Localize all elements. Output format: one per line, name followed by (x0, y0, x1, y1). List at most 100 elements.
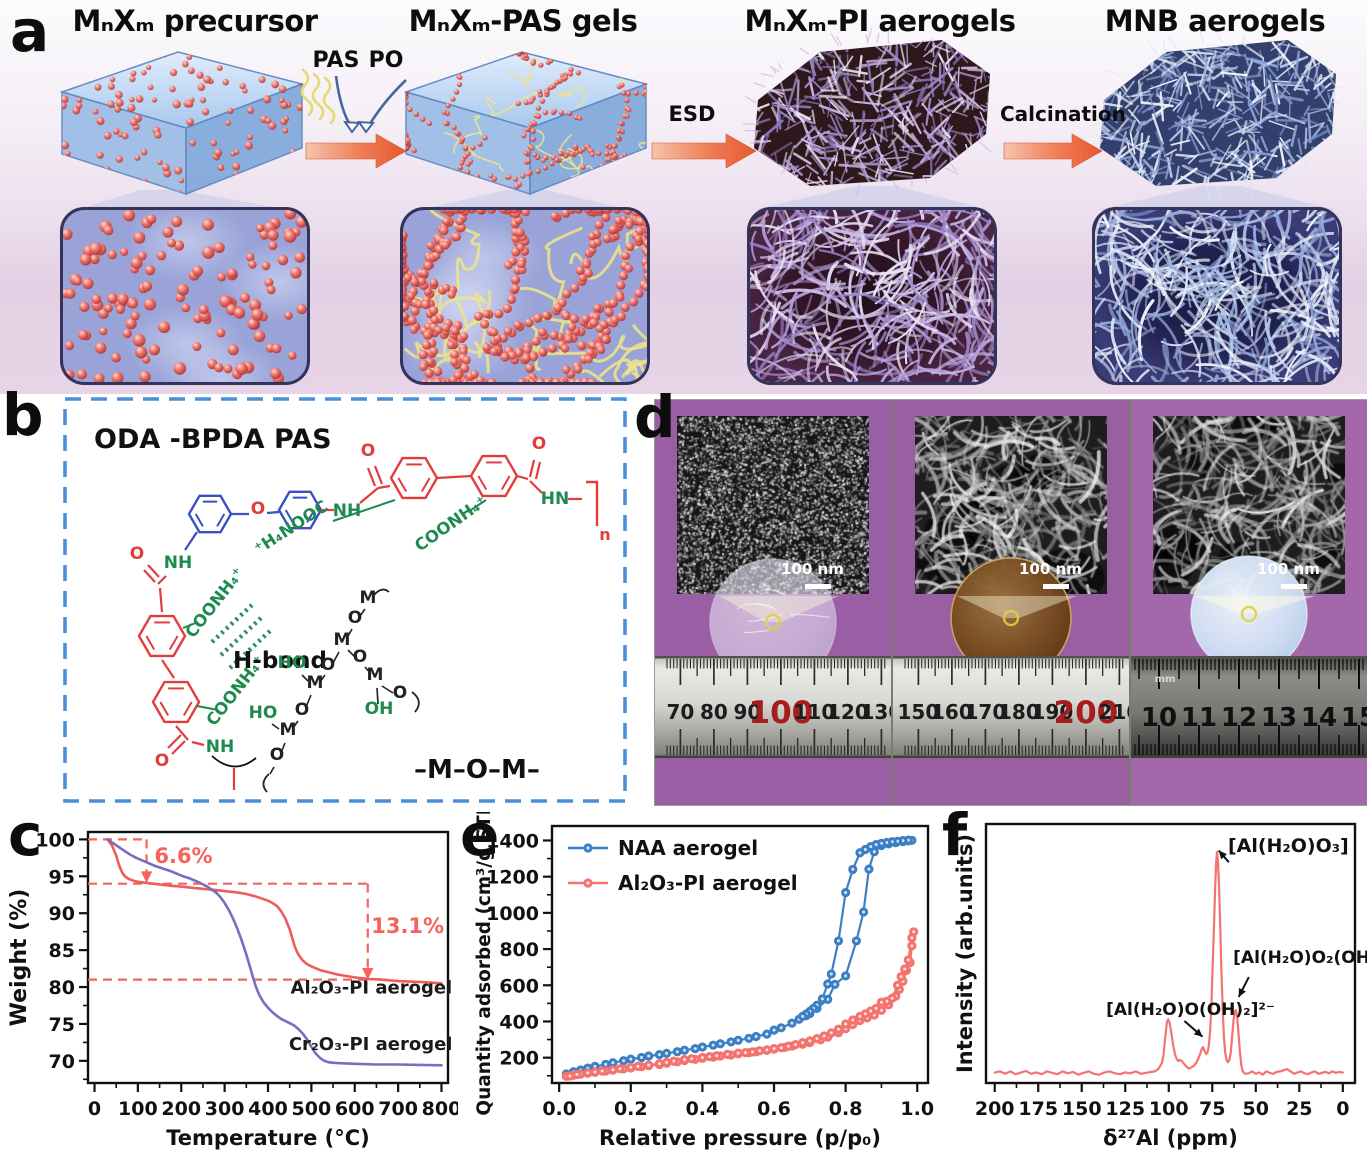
arrow-label-pas: PAS (312, 48, 360, 73)
fiber (1127, 109, 1142, 125)
aromatic-bond (145, 635, 156, 651)
bond (158, 587, 164, 613)
particle (462, 187, 468, 193)
fiber (876, 32, 880, 44)
fiber (1163, 64, 1176, 92)
particle (214, 362, 224, 373)
fiber (1298, 345, 1337, 361)
particle (264, 278, 274, 288)
fiber (1260, 104, 1279, 118)
mom-atom: HO (278, 653, 307, 673)
fiber (1303, 180, 1326, 186)
fiber (1251, 93, 1267, 105)
fiber (1213, 163, 1229, 176)
fiber (879, 169, 892, 175)
fiber (1214, 280, 1244, 312)
fiber (977, 306, 997, 326)
fiber (1304, 366, 1331, 385)
fiber (931, 125, 935, 144)
marker-dot (682, 1058, 686, 1062)
particle (144, 265, 156, 276)
particle (78, 329, 89, 340)
marker-dot (765, 1048, 769, 1052)
particle (592, 52, 598, 55)
particle (509, 52, 515, 53)
fiber (897, 238, 927, 302)
fiber (977, 381, 995, 385)
particle (554, 79, 560, 86)
fiber (1239, 207, 1254, 224)
particle (82, 277, 94, 290)
particle (92, 108, 99, 115)
particle (450, 326, 460, 336)
fiber (1100, 101, 1123, 108)
oxygen-label: O (130, 544, 144, 564)
fiber (1225, 49, 1247, 58)
particle (593, 238, 602, 247)
fiber (1259, 97, 1264, 125)
fiber (789, 144, 796, 158)
zoom-cone (410, 190, 640, 212)
fiber (1215, 182, 1221, 198)
x-tick-label: 800 (422, 1098, 458, 1120)
arrow-label-calcination: Calcination (1000, 102, 1126, 126)
fiber (1175, 51, 1198, 68)
fiber (779, 54, 791, 60)
ruler-number: 180 (998, 700, 1040, 724)
particle (273, 52, 281, 57)
fiber (769, 42, 774, 62)
repeat-bracket (586, 480, 599, 526)
particle (419, 116, 426, 122)
particle (258, 76, 266, 84)
scale-bar-label-1: 100 nm (781, 560, 844, 578)
particle (413, 111, 420, 117)
marker-dot (758, 1049, 762, 1053)
particle (517, 259, 526, 269)
process-arrow (651, 133, 757, 169)
particle (115, 304, 126, 314)
bond (301, 674, 309, 682)
fiber (880, 71, 906, 92)
fiber (1239, 222, 1280, 254)
arrow-label-esd: ESD (668, 102, 716, 126)
fiber (768, 44, 774, 63)
particle (467, 191, 473, 194)
stage-title-mnb-aerogels: MNB aerogels (1104, 4, 1326, 38)
fiber (1297, 137, 1303, 155)
marker-dot (829, 972, 833, 976)
marker-dot (872, 850, 876, 854)
fiber (1307, 42, 1333, 46)
fiber (773, 170, 780, 186)
fiber (1242, 120, 1248, 135)
fiber (818, 104, 850, 118)
fiber (862, 217, 899, 272)
fiber (1227, 315, 1253, 351)
particle (580, 52, 586, 55)
fiber (1125, 289, 1147, 331)
particle (585, 52, 591, 58)
fiber (825, 365, 839, 385)
marker-dot (912, 930, 916, 934)
particle (198, 304, 209, 315)
marker-dot (863, 1012, 867, 1016)
fiber (1100, 180, 1113, 185)
ruler-1: 708090100110120130 (655, 656, 891, 758)
fiber (792, 104, 812, 109)
particle (606, 156, 612, 162)
fiber (969, 182, 986, 185)
particle (593, 191, 599, 194)
fiber (1297, 241, 1332, 257)
fiber (1339, 217, 1342, 236)
particle (643, 207, 650, 214)
pas-squiggle (300, 68, 314, 117)
fiber (764, 48, 789, 56)
marker-dot (575, 1072, 579, 1076)
particle (107, 100, 115, 108)
fiber (1335, 61, 1336, 82)
ruler-number: 100 (749, 695, 814, 731)
particle (587, 52, 593, 55)
particle (172, 100, 181, 109)
particle (174, 166, 183, 175)
particle (246, 106, 255, 114)
marker-dot (747, 1036, 751, 1040)
